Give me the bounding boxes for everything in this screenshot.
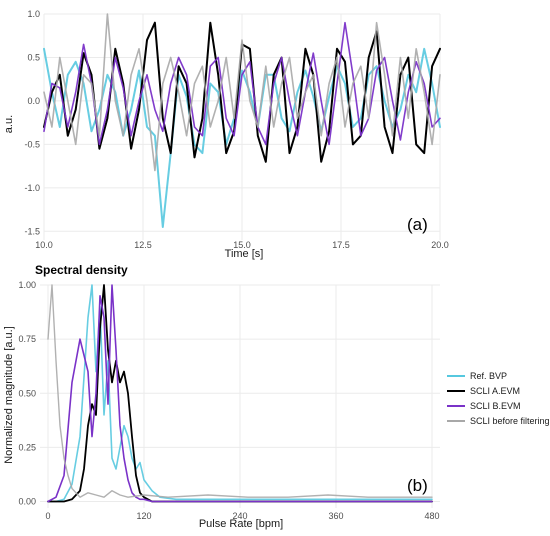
panel-a-y-tick-label: -0.5 — [24, 139, 40, 149]
panel-b-series-line-3 — [47, 284, 433, 503]
panel-a-x-axis-label: Time [s] — [225, 248, 264, 260]
legend-label: SCLI B.EVM — [470, 401, 521, 411]
panel-b-y-tick-label: 0.50 — [18, 388, 36, 398]
panel-a-series-line-4 — [43, 13, 441, 172]
panel-a-x-tick-label: 12.5 — [134, 240, 152, 250]
panel-a-ticks: 10.0 12.5 15.0 17.5 20.0 1.0 0.5 0.0 -0.5 -1.0 -1.… — [24, 9, 448, 250]
panel-a-y-tick-label: 1.0 — [27, 9, 40, 19]
panel-a-series-line-3 — [43, 21, 441, 146]
panel-b-title: Spectral density — [35, 263, 128, 277]
panel-a-label: (a) — [407, 215, 428, 234]
panel-b-y-tick-label: 0.75 — [18, 334, 36, 344]
legend-label: Ref. BVP — [470, 371, 507, 381]
panel-b-spectral-density: Spectral density 0 120 240 360 480 1.00 0.75 0.… — [3, 263, 550, 530]
panel-b-x-tick-label: 480 — [424, 511, 439, 521]
panel-b-x-axis-label: Pulse Rate [bpm] — [199, 518, 283, 530]
panel-b-x-tick-label: 240 — [232, 511, 247, 521]
panel-b-x-tick-label: 360 — [328, 511, 343, 521]
panel-a-lines — [43, 13, 441, 228]
panel-b-y-tick-label: 0.25 — [18, 442, 36, 452]
panel-a-series-line-1 — [43, 47, 441, 228]
panel-a-y-tick-label: 0.0 — [27, 96, 40, 106]
legend-label: SCLI A.EVM — [470, 386, 520, 396]
panel-a-y-tick-label: -1.5 — [24, 226, 40, 236]
panel-a-y-tick-label: -1.0 — [24, 183, 40, 193]
panel-a-x-tick-label: 20.0 — [431, 240, 449, 250]
panel-b-y-axis-label: Normalized magnitude [a.u.] — [3, 326, 15, 464]
panel-a-x-tick-label: 15.0 — [233, 240, 251, 250]
legend: Ref. BVP SCLI A.EVM SCLI B.EVM SCLI before … — [447, 371, 550, 426]
panel-a-y-tick-label: 0.5 — [27, 52, 40, 62]
panel-a-time-series: 10.0 12.5 15.0 17.5 20.0 1.0 0.5 0.0 -0.5 -1.0 -1.… — [3, 9, 449, 260]
panel-b-series-line-1 — [47, 284, 433, 503]
panel-a-x-tick-label: 17.5 — [332, 240, 350, 250]
panel-b-series-line-4 — [47, 284, 433, 498]
legend-label: SCLI before filtering — [470, 416, 550, 426]
panel-b-y-tick-label: 0.00 — [18, 497, 36, 507]
panel-b-x-tick-label: 0 — [45, 511, 50, 521]
panel-b-label: (b) — [407, 476, 428, 495]
panel-b-x-tick-label: 120 — [136, 511, 151, 521]
panel-a-x-tick-label: 10.0 — [35, 240, 53, 250]
panel-b-ticks: 0 120 240 360 480 1.00 0.75 0.50 0.25 0.00 — [18, 280, 439, 521]
panel-a-y-axis-label: a.u. — [3, 115, 15, 133]
panel-b-lines — [47, 284, 433, 503]
panel-b-y-tick-label: 1.00 — [18, 280, 36, 290]
